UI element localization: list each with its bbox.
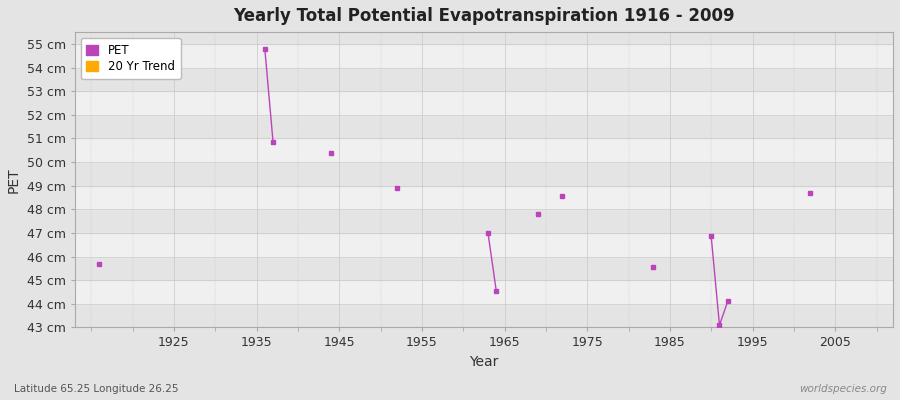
Text: Latitude 65.25 Longitude 26.25: Latitude 65.25 Longitude 26.25	[14, 384, 178, 394]
Bar	[75, 162, 893, 186]
Legend: PET, 20 Yr Trend: PET, 20 Yr Trend	[81, 38, 181, 79]
Y-axis label: PET: PET	[7, 167, 21, 192]
Bar	[75, 256, 893, 280]
Bar	[75, 280, 893, 304]
Bar	[75, 44, 893, 68]
Bar	[75, 20, 893, 44]
Bar	[75, 138, 893, 162]
Bar	[75, 304, 893, 328]
Text: worldspecies.org: worldspecies.org	[798, 384, 886, 394]
Bar	[75, 91, 893, 115]
Title: Yearly Total Potential Evapotranspiration 1916 - 2009: Yearly Total Potential Evapotranspiratio…	[233, 7, 734, 25]
Bar	[75, 233, 893, 256]
Bar	[75, 68, 893, 91]
Bar	[75, 115, 893, 138]
X-axis label: Year: Year	[469, 355, 499, 369]
Bar	[75, 186, 893, 209]
Bar	[75, 209, 893, 233]
